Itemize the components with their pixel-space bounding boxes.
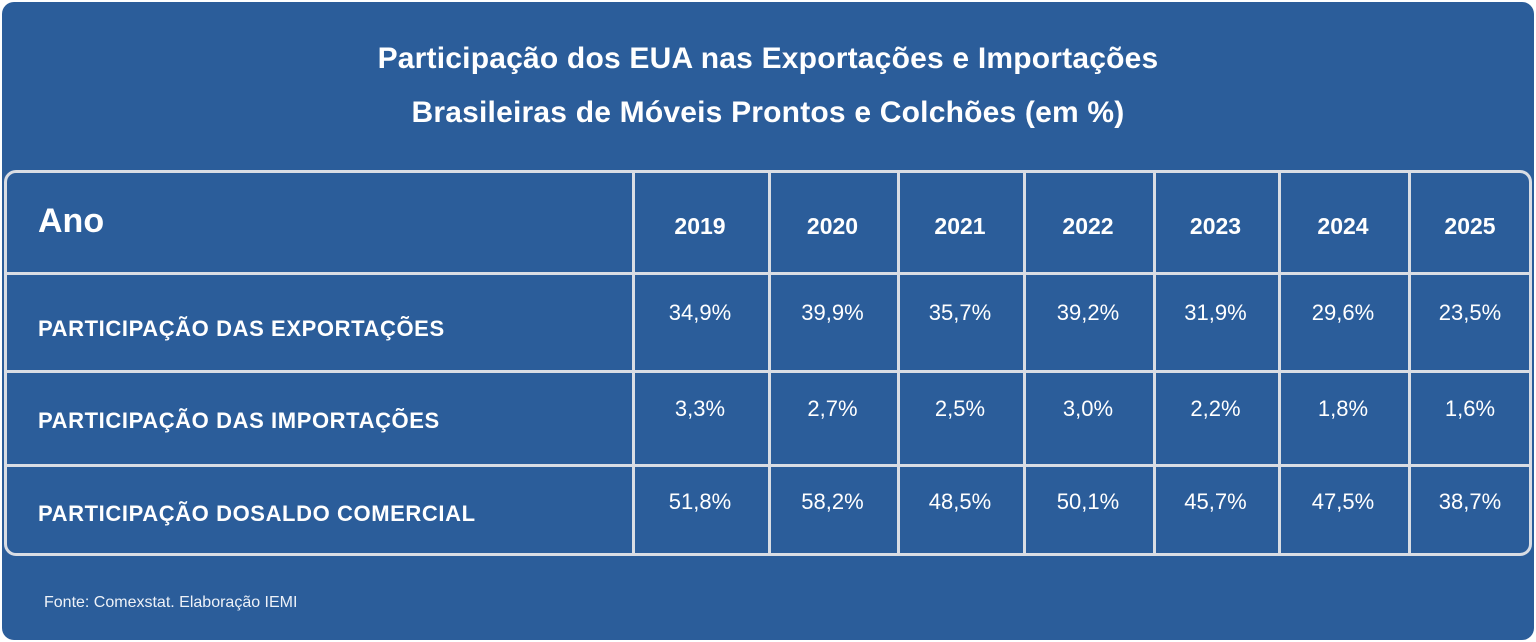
table-cell-value: 50,1% — [1056, 489, 1120, 514]
chart-title-line-1: Participação dos EUA nas Exportações e I… — [377, 42, 1159, 75]
table-cell-value: 1,6% — [1444, 396, 1496, 421]
table-cell-value: 2,7% — [807, 396, 858, 421]
table-cell-value: 2,2% — [1190, 396, 1241, 421]
table-column-divider — [1153, 170, 1156, 556]
table-cell-value: 34,9% — [668, 300, 732, 325]
column-header-year: 2020 — [806, 212, 859, 239]
table-cell-value: 51,8% — [668, 489, 732, 514]
table-cell-value: 39,9% — [801, 300, 864, 325]
table-cell-value: 45,7% — [1184, 489, 1247, 514]
table-cell-value: 35,7% — [928, 300, 992, 325]
table-column-divider — [1408, 170, 1411, 556]
source-note: Fonte: Comexstat. Elaboração IEMI — [44, 594, 298, 611]
table-column-divider — [768, 170, 771, 556]
table-cell-value: 3,3% — [674, 396, 726, 421]
row-label: PARTICIPAÇÃO DAS EXPORTAÇÕES — [38, 316, 445, 341]
table-cell-value: 48,5% — [928, 489, 992, 514]
table-column-divider — [897, 170, 900, 556]
table-column-divider — [632, 170, 635, 556]
column-header-year: 2024 — [1317, 212, 1369, 239]
table-column-divider — [1023, 170, 1026, 556]
table-row-divider — [4, 370, 1532, 373]
table-cell-value: 3,0% — [1062, 396, 1114, 421]
table-row-divider — [4, 464, 1532, 467]
table-cell-value: 23,5% — [1438, 300, 1502, 325]
row-label: PARTICIPAÇÃO DOSALDO COMERCIAL — [38, 501, 476, 526]
table-cell-value: 2,5% — [934, 396, 986, 421]
column-header-year: 2019 — [674, 212, 726, 239]
row-label: PARTICIPAÇÃO DAS IMPORTAÇÕES — [38, 408, 440, 433]
table-cell-value: 47,5% — [1311, 489, 1375, 514]
column-header-year: 2021 — [934, 212, 986, 239]
table-cell-value: 29,6% — [1311, 300, 1375, 325]
chart-title-line-2: Brasileiras de Móveis Prontos e Colchões… — [411, 96, 1125, 129]
table-row-divider — [4, 272, 1532, 275]
header-label-ano: Ano — [38, 202, 105, 240]
table-cell-value: 38,7% — [1438, 489, 1502, 514]
table-cell-value: 1,8% — [1317, 396, 1369, 421]
table-cell-value: 58,2% — [801, 489, 864, 514]
table-column-divider — [1278, 170, 1281, 556]
column-header-year: 2022 — [1062, 212, 1114, 239]
table-cell-value: 39,2% — [1056, 300, 1120, 325]
column-header-year: 2025 — [1444, 212, 1496, 239]
column-header-year: 2023 — [1189, 212, 1242, 239]
table-cell-value: 31,9% — [1184, 300, 1247, 325]
